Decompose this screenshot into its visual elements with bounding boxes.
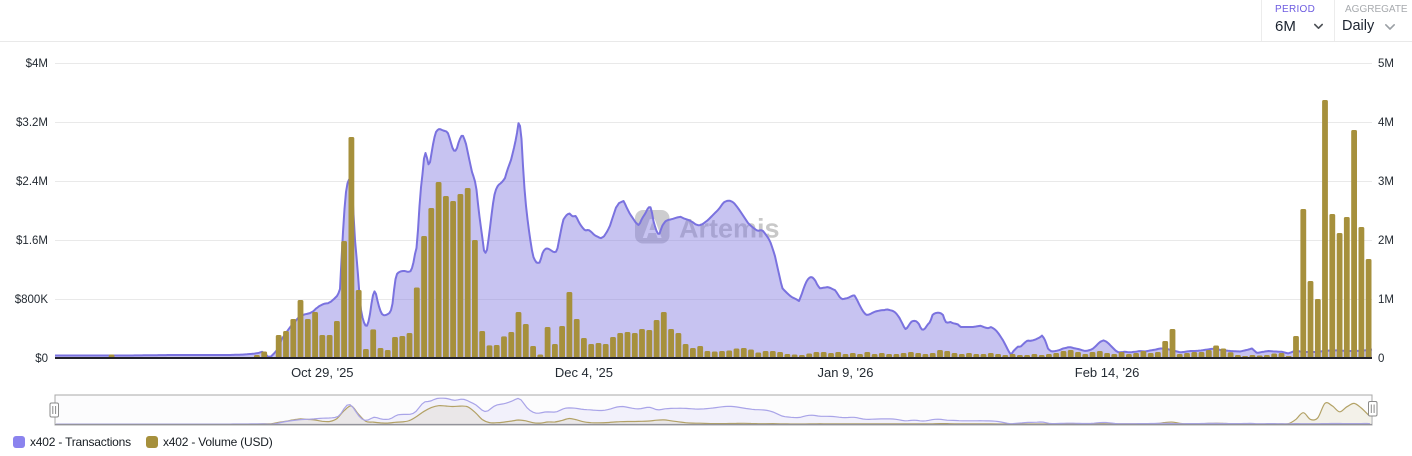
- svg-text:$4M: $4M: [26, 58, 48, 70]
- svg-text:5M: 5M: [1378, 58, 1394, 70]
- svg-text:1M: 1M: [1378, 294, 1394, 306]
- svg-text:$0: $0: [35, 353, 48, 365]
- svg-text:2M: 2M: [1378, 235, 1394, 247]
- svg-text:$800K: $800K: [15, 294, 49, 306]
- svg-text:4M: 4M: [1378, 117, 1394, 129]
- svg-text:Dec 4, '25: Dec 4, '25: [555, 365, 613, 380]
- svg-text:Artemis: Artemis: [679, 214, 780, 244]
- svg-text:$2.4M: $2.4M: [16, 176, 48, 188]
- svg-text:$3.2M: $3.2M: [16, 117, 48, 129]
- svg-text:Jan 9, '26: Jan 9, '26: [818, 365, 874, 380]
- svg-text:A: A: [642, 213, 662, 244]
- svg-text:$1.6M: $1.6M: [16, 235, 48, 247]
- svg-text:0: 0: [1378, 353, 1384, 365]
- svg-text:Feb 14, '26: Feb 14, '26: [1075, 365, 1140, 380]
- svg-text:Oct 29, '25: Oct 29, '25: [291, 365, 353, 380]
- svg-text:3M: 3M: [1378, 176, 1394, 188]
